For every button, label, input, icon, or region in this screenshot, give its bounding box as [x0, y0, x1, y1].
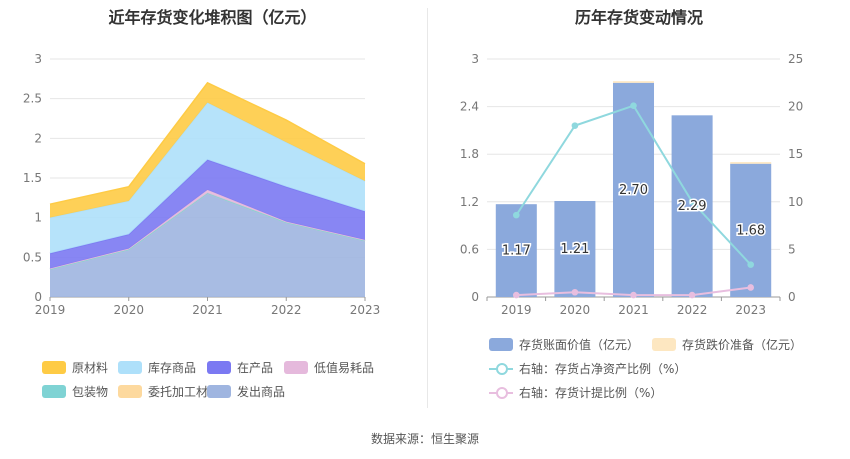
legend-label: 存货账面价值（亿元） — [519, 338, 640, 352]
area-series-3 — [50, 189, 365, 270]
right-y2-tick-label: 0 — [788, 290, 796, 304]
left-chart-title: 近年存货变化堆积图（亿元） — [108, 8, 317, 27]
line-point-1 — [571, 288, 579, 296]
right-y2-tick-label: 15 — [788, 147, 803, 161]
line-point-0 — [747, 261, 755, 268]
left-y-tick-label: 1.5 — [23, 171, 42, 185]
bar-value-label: 1.21 — [560, 242, 589, 257]
left-y-tick-label: 2.5 — [23, 92, 42, 106]
left-y-tick-label: 3 — [34, 52, 42, 66]
legend-item-outsourced-processing[interactable]: 委托加工材料 — [118, 383, 220, 400]
right-x-tick-label: 2022 — [677, 303, 708, 317]
chart-divider — [427, 8, 428, 408]
bar-book-value — [730, 163, 772, 297]
right-y2-tick-label: 10 — [788, 195, 803, 209]
right-y-tick-label: 1.2 — [460, 195, 479, 209]
legend-item-book-value[interactable]: 存货账面价值（亿元） — [489, 336, 639, 353]
left-y-tick-label: 1 — [34, 211, 42, 225]
legend-item-wip[interactable]: 在产品 — [207, 359, 273, 376]
line-point-0 — [630, 102, 637, 109]
bar-book-value — [495, 204, 537, 297]
legend-label: 存货跌价准备（亿元） — [682, 338, 803, 352]
legend-label: 包装物 — [72, 385, 109, 399]
area-edge-0 — [49, 81, 366, 205]
line-point-1 — [513, 291, 520, 299]
legend-item-finished-goods[interactable]: 库存商品 — [118, 359, 196, 376]
left-x-tick-label: 2020 — [113, 303, 144, 317]
left-y-tick-label: 0.5 — [23, 250, 42, 264]
left-x-tick-label: 2021 — [192, 303, 223, 317]
bar-value-label: 1.68 — [736, 223, 765, 238]
legend-item-packaging[interactable]: 包装物 — [42, 383, 108, 400]
legend-item-inventory-to-net-assets[interactable]: 右轴：存货占净资产比例（%） — [489, 360, 686, 377]
legend-label: 原材料 — [72, 361, 109, 375]
bar-value-label: 1.17 — [502, 244, 531, 259]
legend-label: 低值易耗品 — [314, 361, 375, 375]
legend-item-impairment-provision[interactable]: 存货跌价准备（亿元） — [652, 336, 802, 353]
left-x-tick-label: 2019 — [35, 303, 66, 317]
right-x-tick-label: 2023 — [735, 303, 766, 317]
bar-book-value — [671, 115, 713, 298]
legend-label: 在产品 — [237, 361, 274, 375]
right-x-tick-label: 2020 — [560, 303, 591, 317]
right-y-tick-label: 0.6 — [460, 242, 479, 256]
legend-item-raw-material[interactable]: 原材料 — [42, 359, 108, 376]
right-y-tick-label: 3 — [471, 52, 479, 66]
legend-label: 右轴：存货占净资产比例（%） — [519, 362, 687, 376]
line-point-0 — [513, 211, 520, 219]
bar-impairment — [612, 81, 655, 83]
area-series-0 — [50, 82, 365, 218]
area-series-1 — [50, 102, 365, 254]
right-x-tick-label: 2021 — [618, 303, 649, 317]
right-y2-tick-label: 20 — [788, 100, 803, 114]
left-x-tick-label: 2022 — [271, 303, 302, 317]
legend-swatch — [42, 361, 66, 374]
data-source: 数据来源：恒生聚源 — [370, 432, 479, 446]
left-y-tick-label: 0 — [34, 290, 42, 304]
right-x-tick-label: 2019 — [501, 303, 532, 317]
legend-label: 库存商品 — [148, 361, 197, 375]
legend-item-goods-shipped[interactable]: 发出商品 — [207, 383, 285, 400]
legend-label: 委托加工材料 — [148, 385, 221, 399]
bar-value-label: 2.70 — [619, 183, 648, 198]
right-chart-title: 历年存货变动情况 — [574, 8, 703, 27]
legend-item-low-value-consumables[interactable]: 低值易耗品 — [284, 359, 374, 376]
line-point-1 — [630, 291, 637, 299]
line-point-0 — [571, 122, 579, 129]
line-point-1 — [747, 284, 755, 291]
right-y2-tick-label: 25 — [788, 52, 803, 66]
legend-label: 发出商品 — [237, 385, 286, 399]
right-y-tick-label: 1.8 — [460, 147, 479, 161]
line-point-0 — [688, 198, 696, 206]
left-y-tick-label: 2 — [34, 131, 42, 145]
bar-book-value — [612, 82, 655, 297]
right-y2-tick-label: 5 — [788, 242, 796, 256]
bar-value-label: 2.29 — [678, 199, 707, 214]
right-y-tick-label: 0 — [471, 290, 479, 304]
legend-label: 右轴：存货计提比例（%） — [519, 386, 663, 400]
legend-item-provision-ratio[interactable]: 右轴：存货计提比例（%） — [489, 384, 662, 401]
line-point-1 — [688, 291, 696, 299]
bar-book-value — [554, 201, 596, 297]
left-x-tick-label: 2023 — [350, 303, 381, 317]
bar-impairment — [730, 162, 772, 164]
area-series-6 — [50, 193, 365, 297]
right-y-tick-label: 2.4 — [460, 100, 479, 114]
